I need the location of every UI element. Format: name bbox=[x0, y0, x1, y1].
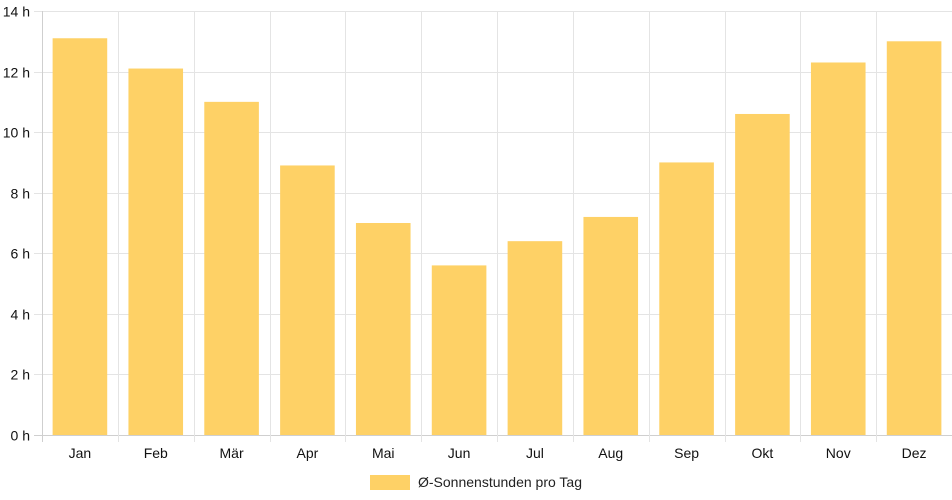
bar-nov[interactable] bbox=[810, 62, 866, 435]
y-tick-label: 0 h bbox=[11, 428, 30, 444]
y-tick-label: 2 h bbox=[11, 367, 30, 383]
legend[interactable]: Ø-Sonnenstunden pro Tag bbox=[370, 474, 582, 490]
y-tick-label: 6 h bbox=[11, 246, 30, 262]
bar-mär[interactable] bbox=[204, 101, 259, 435]
x-tick-label: Apr bbox=[297, 445, 319, 461]
y-axis: 0 h 2 h 4 h 6 h 8 h 10 h 12 h 14 h bbox=[3, 4, 30, 444]
bar-jan[interactable] bbox=[52, 38, 108, 435]
legend-label[interactable]: Ø-Sonnenstunden pro Tag bbox=[418, 474, 582, 490]
bar-jun[interactable] bbox=[431, 265, 487, 435]
bars bbox=[52, 38, 942, 436]
grid-lines bbox=[34, 11, 952, 442]
x-tick-label: Jan bbox=[69, 445, 92, 461]
x-tick-label: Mai bbox=[372, 445, 395, 461]
y-tick-label: 8 h bbox=[11, 186, 30, 202]
x-tick-label: Mär bbox=[220, 445, 244, 461]
x-tick-label: Dez bbox=[902, 445, 927, 461]
legend-swatch[interactable] bbox=[370, 475, 410, 490]
x-tick-label: Okt bbox=[752, 445, 774, 461]
bar-okt[interactable] bbox=[735, 113, 790, 435]
x-tick-label: Sep bbox=[674, 445, 699, 461]
bar-dez[interactable] bbox=[886, 41, 942, 436]
y-tick-label: 4 h bbox=[11, 307, 30, 323]
bar-feb[interactable] bbox=[128, 68, 184, 436]
x-axis: Jan Feb Mär Apr Mai Jun Jul Aug Sep Okt Nov Dez bbox=[69, 445, 927, 461]
bar-jul[interactable] bbox=[507, 241, 563, 435]
x-tick-label: Aug bbox=[598, 445, 623, 461]
x-tick-label: Feb bbox=[144, 445, 168, 461]
y-tick-label: 10 h bbox=[3, 125, 30, 141]
x-tick-label: Nov bbox=[826, 445, 851, 461]
bar-aug[interactable] bbox=[583, 216, 639, 435]
bar-sep[interactable] bbox=[659, 162, 714, 435]
x-tick-label: Jul bbox=[526, 445, 544, 461]
y-tick-label: 12 h bbox=[3, 65, 30, 81]
bar-apr[interactable] bbox=[280, 165, 335, 435]
x-tick-label: Jun bbox=[448, 445, 471, 461]
y-tick-label: 14 h bbox=[3, 4, 30, 20]
bar-mai[interactable] bbox=[355, 223, 411, 435]
